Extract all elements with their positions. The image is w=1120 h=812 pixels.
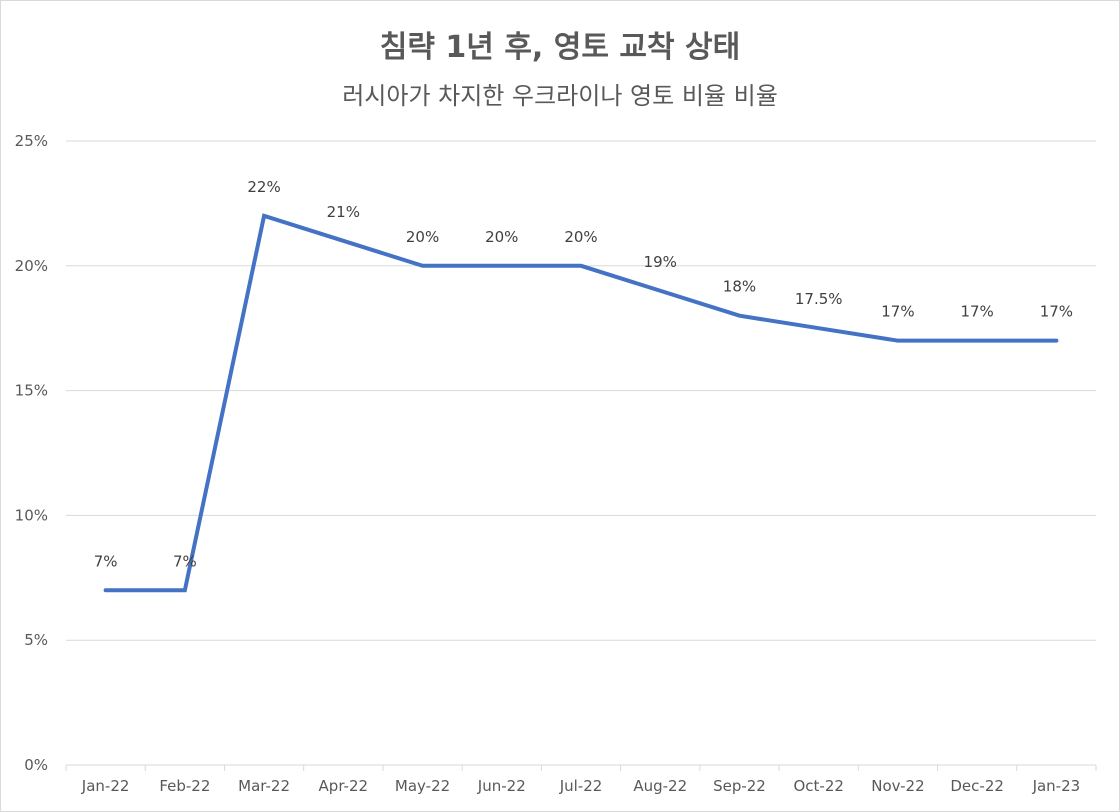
- x-tick-label: Dec-22: [950, 777, 1004, 795]
- chart-subtitle: 러시아가 차지한 우크라이나 영토 비율 비율: [342, 82, 778, 110]
- y-tick-label: 15%: [15, 382, 48, 400]
- data-label: 7%: [173, 552, 197, 570]
- data-labels: 7% 7% 22% 21% 20% 20% 20% 19% 18% 17.5% 17% 17% 17%: [94, 178, 1073, 591]
- data-label: 17%: [881, 303, 914, 321]
- data-label: 20%: [564, 228, 597, 246]
- x-tick-label: Oct-22: [793, 777, 843, 795]
- y-tick-label: 0%: [24, 756, 48, 774]
- x-tick-label: Feb-22: [159, 777, 210, 795]
- x-tick-label: Sep-22: [713, 777, 766, 795]
- gridlines: [66, 140, 1096, 641]
- y-tick-label: 25%: [15, 132, 48, 150]
- data-label: 22%: [247, 178, 280, 196]
- x-tick-label: Nov-22: [871, 777, 924, 795]
- chart-title: 침략 1년 후, 영토 교착 상태: [379, 30, 741, 65]
- y-axis-ticks: 0% 5% 10% 15% 20% 25%: [15, 132, 48, 774]
- x-tick-label: Jan-23: [1032, 777, 1081, 795]
- data-label: 19%: [644, 253, 677, 271]
- y-tick-label: 5%: [24, 631, 48, 649]
- data-label: 17%: [960, 303, 993, 321]
- data-label: 17.5%: [795, 290, 843, 308]
- series-line-path: [103, 213, 1059, 593]
- x-tick-label: Apr-22: [319, 777, 369, 795]
- x-tick-label: Jan-22: [81, 777, 130, 795]
- data-label: 18%: [723, 278, 756, 296]
- x-tick-label: Aug-22: [633, 777, 687, 795]
- x-tick-label: Mar-22: [238, 777, 290, 795]
- x-tick-label: May-22: [395, 777, 450, 795]
- data-label: 20%: [406, 228, 439, 246]
- x-tick-label: Jun-22: [477, 777, 526, 795]
- x-axis: Jan-22 Feb-22 Mar-22 Apr-22 May-22 Jun-22 Jul-…: [65, 764, 1097, 795]
- data-label: 7%: [94, 552, 118, 570]
- data-label: 21%: [327, 203, 360, 221]
- data-label: 17%: [1040, 303, 1073, 321]
- y-tick-label: 20%: [15, 257, 48, 275]
- x-tick-label: Jul-22: [559, 777, 603, 795]
- data-label: 20%: [485, 228, 518, 246]
- y-tick-label: 10%: [15, 506, 48, 524]
- series-line: [103, 213, 1059, 593]
